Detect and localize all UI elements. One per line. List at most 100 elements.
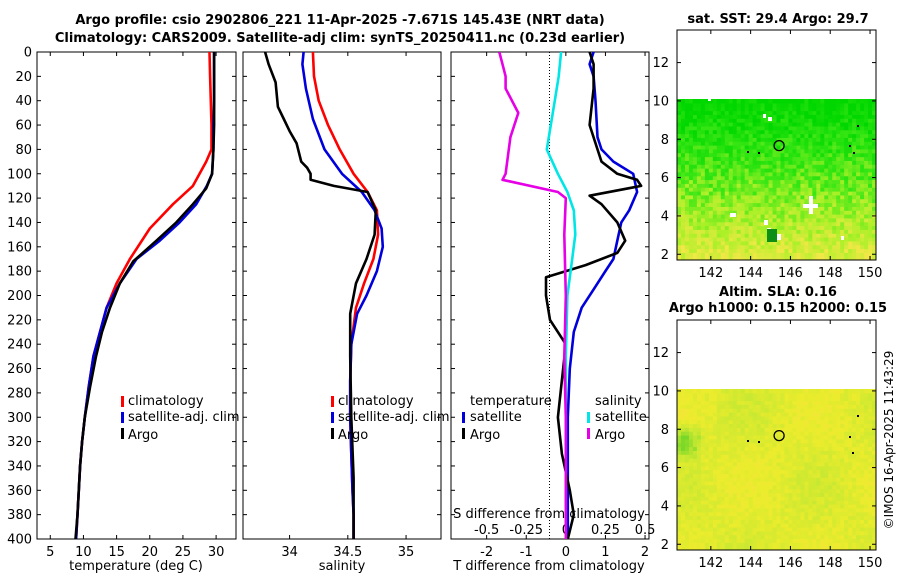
- sla-cell: [856, 427, 861, 432]
- sla-cell: [868, 412, 873, 417]
- sst-cell: [780, 125, 786, 131]
- sla-cell: [688, 538, 694, 543]
- sst-cell: [776, 110, 782, 115]
- sst-cell: [824, 240, 829, 246]
- sst-cell: [788, 164, 794, 169]
- sla-cell: [728, 504, 734, 509]
- sst-cell: [848, 210, 853, 215]
- sst-cell: [860, 133, 865, 138]
- sst-cell: [684, 233, 690, 238]
- sla-cell: [828, 461, 833, 467]
- sla-cell: [720, 461, 726, 467]
- sla-cell: [800, 465, 805, 471]
- sla-cell: [736, 435, 742, 440]
- sla-cell: [784, 404, 790, 409]
- sst-cell: [780, 229, 786, 234]
- sst-cell: [816, 229, 821, 234]
- sst-cell: [796, 240, 801, 246]
- sst-cell: [708, 171, 714, 177]
- sla-cell: [852, 504, 857, 509]
- sst-cell: [756, 248, 762, 253]
- sla-cell: [720, 519, 726, 524]
- sst-cell: [696, 110, 702, 115]
- sla-cell: [696, 427, 702, 432]
- sla-cell: [812, 408, 817, 413]
- sla-cell: [780, 530, 786, 536]
- sst-cell: [792, 99, 797, 104]
- sla-cell: [788, 492, 794, 497]
- sst-cell: [732, 152, 738, 158]
- sla-cell: [816, 492, 821, 497]
- sla-cell: [677, 488, 682, 494]
- sla-cell: [872, 492, 876, 497]
- sla-cell: [712, 507, 718, 513]
- sla-cell: [784, 442, 790, 448]
- sst-cell: [844, 229, 849, 234]
- sla-cell: [728, 515, 734, 520]
- sst-cell: [832, 256, 837, 260]
- sst-cell: [840, 225, 845, 230]
- sst-cell: [780, 175, 786, 181]
- sst-cell: [692, 256, 698, 260]
- sst-cell: [776, 152, 782, 158]
- sla-cell: [716, 392, 722, 398]
- sst-cell: [800, 156, 805, 161]
- sst-cell: [848, 118, 853, 123]
- sla-cell: [776, 511, 782, 517]
- sla-cell: [836, 527, 841, 532]
- sla-cell: [716, 473, 722, 478]
- sla-cell: [804, 392, 809, 398]
- sst-cell: [792, 110, 797, 115]
- sla-cell: [756, 496, 762, 501]
- sla-cell: [716, 419, 722, 425]
- sla-cell: [864, 450, 869, 455]
- sst-cell: [700, 210, 706, 215]
- sst-cell: [744, 202, 750, 207]
- sla-cell: [820, 465, 825, 471]
- sst-cell: [852, 99, 857, 104]
- sla-cell: [748, 511, 754, 517]
- sla-cell: [776, 484, 782, 490]
- sst-cell: [696, 133, 702, 138]
- sla-cell: [788, 527, 794, 532]
- sst-cell: [712, 225, 718, 230]
- sst-cell: [860, 171, 865, 177]
- sla-cell: [792, 538, 797, 543]
- sst-cell: [752, 145, 758, 150]
- sst-cell: [844, 110, 849, 115]
- sla-cell: [684, 538, 690, 543]
- sla-cell: [820, 507, 825, 513]
- sst-cell: [820, 156, 825, 161]
- sst-cell: [696, 168, 702, 173]
- sla-cell: [692, 431, 698, 436]
- sla-cell: [776, 400, 782, 405]
- sst-cell: [724, 133, 730, 138]
- sst-cell: [832, 118, 837, 123]
- sla-cell: [728, 511, 734, 517]
- island: [758, 152, 760, 154]
- sla-cell: [804, 534, 809, 540]
- sst-cell: [736, 148, 742, 154]
- sla-cell: [852, 477, 857, 482]
- sst-cell: [864, 122, 869, 127]
- sla-cell: [752, 392, 758, 398]
- sst-cell: [828, 244, 833, 250]
- sla-cell: [824, 427, 829, 432]
- sla-cell: [732, 412, 738, 417]
- sst-cell: [712, 240, 718, 246]
- sst-cell: [864, 118, 869, 123]
- sla-cell: [760, 415, 766, 421]
- sla-cell: [768, 423, 774, 428]
- sla-cell: [812, 473, 817, 478]
- sst-cell: [736, 160, 742, 165]
- sst-cell: [872, 183, 876, 188]
- sst-cell: [704, 256, 710, 260]
- sla-cell: [808, 507, 813, 513]
- sst-cell: [824, 122, 829, 127]
- sla-cell: [760, 404, 766, 409]
- sst-cell: [824, 175, 829, 181]
- sla-cell: [792, 546, 797, 550]
- sst-cell: [732, 133, 738, 138]
- sst-cell: [828, 225, 833, 230]
- sst-cell: [788, 248, 794, 253]
